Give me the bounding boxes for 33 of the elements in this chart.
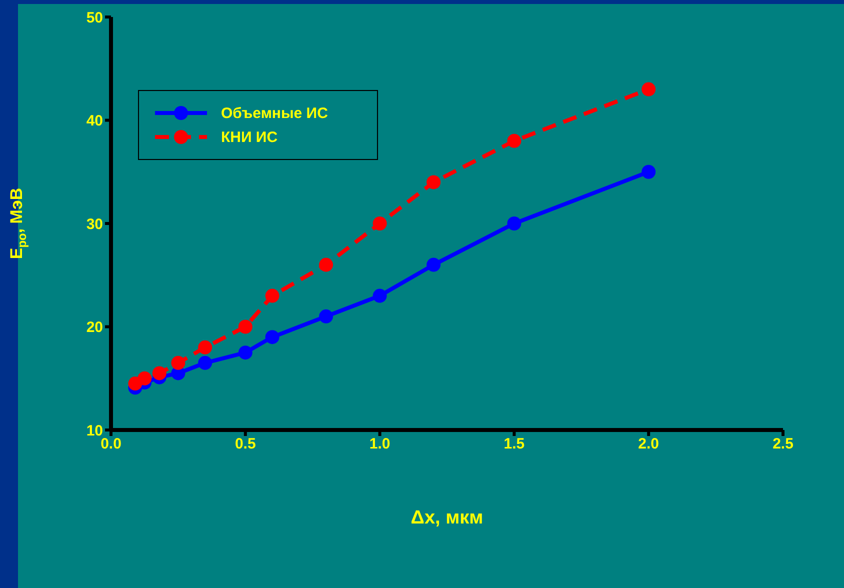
y-tick-label: 30 — [86, 216, 103, 233]
point — [238, 320, 252, 334]
point — [319, 309, 334, 324]
x-tick-label: 0.0 — [100, 436, 122, 453]
point — [426, 175, 441, 190]
y-tick-label: 10 — [86, 422, 103, 440]
point — [372, 288, 387, 303]
point — [171, 356, 186, 370]
point — [507, 216, 522, 230]
x-tick-label: 2.0 — [638, 436, 660, 453]
x-tick-label: 2.5 — [772, 436, 794, 453]
legend-label: КНИ ИС — [221, 128, 278, 146]
point — [265, 330, 280, 344]
point — [507, 134, 522, 148]
y-tick-label: 40 — [86, 112, 103, 130]
point — [198, 340, 212, 354]
point — [642, 164, 656, 179]
point — [265, 288, 280, 303]
point — [372, 216, 387, 230]
x-tick-label: 1.5 — [504, 436, 525, 453]
x-axis-title: Δx, мкм — [410, 507, 484, 528]
y-tick-label: 50 — [86, 9, 103, 26]
point — [138, 371, 152, 386]
x-tick-label: 0.5 — [234, 436, 256, 453]
point — [238, 346, 252, 360]
point — [319, 258, 334, 272]
point — [642, 82, 656, 96]
y-tick-label: 20 — [86, 319, 103, 336]
point — [198, 356, 212, 370]
x-tick-label: 1.0 — [369, 436, 390, 453]
point — [152, 366, 166, 380]
point — [426, 258, 441, 272]
legend-label: Объемные ИС — [221, 104, 328, 122]
